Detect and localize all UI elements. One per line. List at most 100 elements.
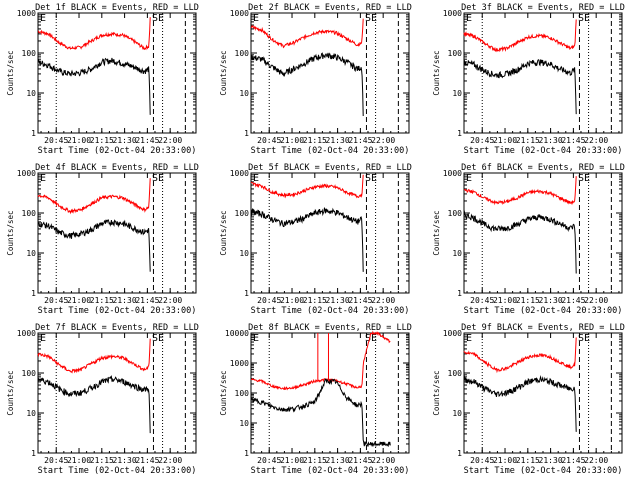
y-axis-title: Counts/sec: [6, 210, 15, 255]
y-tick-label: 100: [448, 209, 463, 218]
x-tick-label: 21:00: [67, 456, 91, 465]
x-tick-label: 22:00: [371, 136, 395, 145]
x-tick-label: 21:30: [113, 136, 137, 145]
y-axis-title: Counts/sec: [219, 210, 228, 255]
y-tick-label: 100: [22, 209, 37, 218]
y-axis-title: Counts/sec: [432, 210, 441, 255]
panel-det-3f: Det 3f BLACK = Events, RED = LLD 1 10 100 10…: [432, 3, 625, 156]
y-axis-title: Counts/sec: [432, 50, 441, 95]
x-tick-label: 21:00: [493, 296, 517, 305]
y-tick-label: 1: [244, 289, 249, 298]
panel-title: Det 5f BLACK = Events, RED = LLD: [248, 163, 412, 173]
y-tick-label: 1000: [230, 9, 249, 18]
x-axis-title: Start Time (02-Oct-04 20:33:00): [251, 146, 410, 156]
x-axis-title: Start Time (02-Oct-04 20:33:00): [38, 146, 197, 156]
x-axis-title: Start Time (02-Oct-04 20:33:00): [38, 306, 197, 316]
y-tick-label: 100: [22, 49, 37, 58]
y-tick-label: 1: [244, 449, 249, 458]
panel-det-4f: Det 4f BLACK = Events, RED = LLD 1 10 100 10…: [6, 163, 199, 316]
x-tick-label: 21:00: [280, 136, 304, 145]
annotation-e: E: [253, 13, 259, 24]
x-tick-label: 21:15: [303, 136, 327, 145]
x-tick-label: 21:45: [561, 136, 585, 145]
lld-series-line: [250, 18, 364, 49]
annotation-se: SE: [152, 13, 164, 24]
annotation-e: E: [253, 173, 259, 184]
y-tick-label: 10: [452, 89, 462, 98]
x-tick-label: 21:15: [516, 296, 540, 305]
y-tick-label: 1000: [17, 169, 36, 178]
y-tick-label: 10000: [225, 329, 249, 338]
x-tick-label: 21:15: [90, 136, 114, 145]
annotation-e: E: [466, 173, 472, 184]
y-axis-title: Counts/sec: [219, 370, 228, 415]
annotation-se: SE: [365, 333, 377, 344]
y-axis-title: Counts/sec: [6, 50, 15, 95]
lld-series-line: [250, 174, 364, 199]
panel-det-5f: Det 5f BLACK = Events, RED = LLD 1 10 100 10…: [219, 163, 412, 316]
x-tick-label: 21:30: [539, 136, 563, 145]
x-tick-label: 21:00: [280, 456, 304, 465]
lld-series-line: [37, 17, 151, 51]
x-axis-title: Start Time (02-Oct-04 20:33:00): [251, 466, 410, 476]
y-tick-label: 1: [457, 449, 462, 458]
x-tick-label: 21:45: [561, 456, 585, 465]
events-series-line: [37, 374, 151, 434]
x-tick-label: 21:45: [135, 456, 159, 465]
y-axis-title: Counts/sec: [432, 370, 441, 415]
lld-series-line: [463, 337, 577, 374]
y-tick-label: 100: [448, 49, 463, 58]
x-tick-label: 21:45: [348, 296, 372, 305]
x-tick-label: 22:00: [584, 456, 608, 465]
annotation-se: SE: [365, 173, 377, 184]
y-tick-label: 1000: [443, 9, 462, 18]
lld-series-line: [463, 19, 577, 53]
x-tick-label: 21:30: [326, 456, 350, 465]
events-series-line: [250, 207, 364, 272]
x-tick-label: 21:45: [135, 136, 159, 145]
y-tick-label: 1000: [230, 359, 249, 368]
panel-title: Det 9f BLACK = Events, RED = LLD: [461, 323, 625, 333]
x-tick-label: 21:45: [348, 456, 372, 465]
y-axis-title: Counts/sec: [6, 370, 15, 415]
lld-series-line: [250, 330, 391, 391]
x-tick-label: 21:15: [90, 296, 114, 305]
events-series-line: [250, 52, 364, 117]
x-tick-label: 22:00: [584, 296, 608, 305]
x-tick-label: 21:30: [113, 296, 137, 305]
x-tick-label: 21:45: [135, 296, 159, 305]
y-tick-label: 1: [31, 129, 36, 138]
x-axis-title: Start Time (02-Oct-04 20:33:00): [464, 466, 623, 476]
annotation-e: E: [40, 173, 46, 184]
annotation-se: SE: [578, 13, 590, 24]
y-tick-label: 1000: [230, 169, 249, 178]
x-tick-label: 21:30: [326, 296, 350, 305]
events-series-line: [463, 210, 577, 274]
plot-frame: [250, 172, 410, 294]
lld-series-line: [463, 176, 577, 206]
annotation-se: SE: [578, 173, 590, 184]
panel-det-8f: Det 8f BLACK = Events, RED = LLD 1 10 100 10…: [219, 323, 412, 476]
events-series-line: [37, 57, 151, 115]
y-tick-label: 10: [26, 89, 36, 98]
panel-det-9f: Det 9f BLACK = Events, RED = LLD 1 10 100 10…: [432, 323, 625, 476]
x-tick-label: 20:45: [44, 456, 68, 465]
x-tick-label: 20:45: [470, 296, 494, 305]
x-tick-label: 21:30: [539, 296, 563, 305]
x-tick-label: 21:15: [303, 456, 327, 465]
y-tick-label: 100: [235, 209, 250, 218]
lld-series-line: [37, 338, 151, 374]
y-tick-label: 1000: [443, 169, 462, 178]
x-tick-label: 21:30: [539, 456, 563, 465]
y-tick-label: 10: [452, 249, 462, 258]
annotation-e: E: [40, 13, 46, 24]
x-tick-label: 20:45: [44, 296, 68, 305]
y-tick-label: 10: [239, 89, 249, 98]
panel-det-6f: Det 6f BLACK = Events, RED = LLD 1 10 100 10…: [432, 163, 625, 316]
events-series-line: [37, 219, 151, 272]
panel-title: Det 8f BLACK = Events, RED = LLD: [248, 323, 412, 333]
y-tick-label: 10: [26, 249, 36, 258]
x-tick-label: 21:45: [561, 296, 585, 305]
y-tick-label: 10: [239, 419, 249, 428]
x-tick-label: 21:15: [516, 456, 540, 465]
